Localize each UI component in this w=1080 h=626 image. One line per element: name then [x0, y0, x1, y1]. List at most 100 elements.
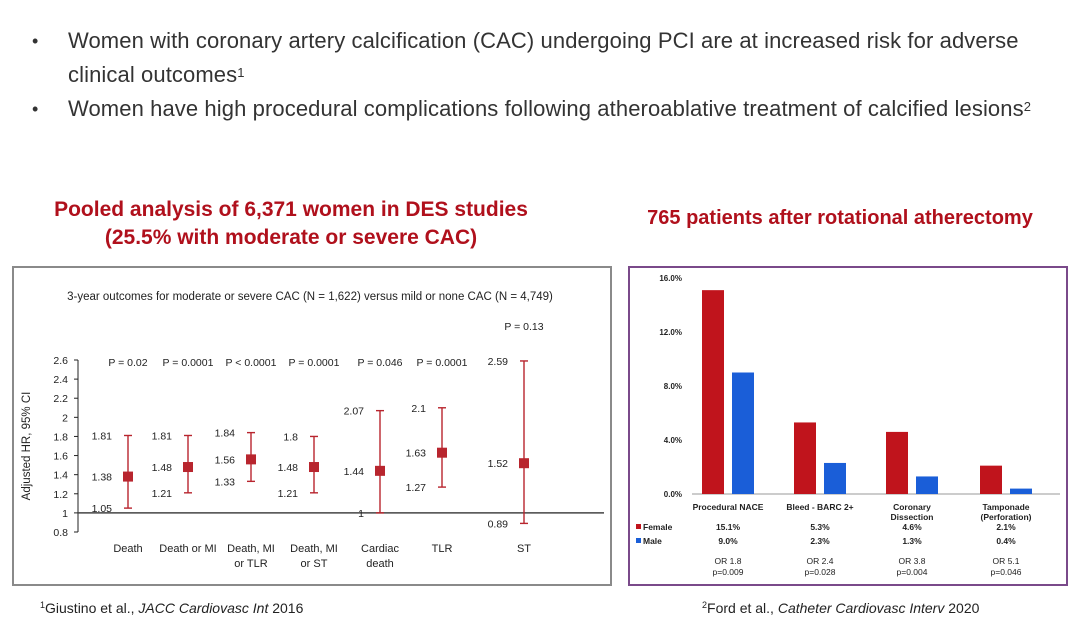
ci-lower-label: 1: [358, 508, 364, 520]
y-tick-label: 8.0%: [664, 382, 682, 391]
y-tick-label: 2: [62, 412, 68, 424]
bullet-text: Women have high procedural complications…: [68, 96, 1024, 121]
y-axis-label: Adjusted HR, 95% CI: [21, 392, 33, 501]
y-tick-label: 1.4: [53, 470, 68, 482]
footnote-sup: 1: [40, 600, 46, 610]
bullet-item: • Women have high procedural complicatio…: [28, 92, 1068, 126]
male-value-label: 1.3%: [902, 536, 922, 546]
hr-label: 1.48: [278, 462, 299, 474]
ci-upper-label: 1.81: [92, 430, 113, 442]
y-tick-label: 16.0%: [659, 274, 682, 283]
female-value-label: 2.1%: [996, 522, 1016, 532]
odds-ratio-label: OR 5.1: [993, 556, 1020, 566]
left-heading-line2: (25.5% with moderate or severe CAC): [104, 226, 478, 249]
bar-female: [886, 431, 908, 494]
ci-lower-label: 1.27: [406, 482, 427, 494]
x-category-label: Death: [113, 543, 142, 555]
footnote-journal: Catheter Cardiovasc Interv: [777, 600, 945, 616]
y-tick-label: 0.0%: [664, 490, 682, 499]
x-category-label: ST: [517, 543, 531, 555]
odds-ratio-p-label: p=0.009: [713, 567, 744, 577]
odds-ratio-label: OR 2.4: [807, 556, 834, 566]
hr-point: [437, 447, 447, 458]
legend-swatch-female: [636, 524, 641, 529]
y-tick-label: 2.6: [53, 355, 68, 367]
hr-point: [375, 465, 385, 476]
ci-lower-label: 1.21: [152, 488, 173, 500]
female-value-label: 15.1%: [716, 522, 741, 532]
bar-female: [794, 422, 816, 494]
x-category-label: Dissection: [891, 512, 934, 522]
legend-label-female: Female: [643, 522, 673, 532]
female-value-label: 5.3%: [810, 522, 830, 532]
y-tick-label: 1.2: [53, 489, 68, 501]
left-footnote: 1Giustino et al., JACC Cardiovasc Int 20…: [40, 600, 303, 616]
bullet-ref: 2: [1023, 99, 1032, 114]
odds-ratio-p-label: p=0.046: [991, 567, 1022, 577]
ci-lower-label: 0.89: [488, 518, 509, 530]
hr-point: [246, 454, 256, 465]
legend-swatch-male: [636, 538, 641, 543]
y-tick-label: 4.0%: [664, 436, 682, 445]
x-category-label: (Perforation): [981, 512, 1032, 522]
y-tick-label: 12.0%: [659, 328, 682, 337]
hr-point: [183, 462, 193, 473]
hazard-ratio-chart: 3-year outcomes for moderate or severe C…: [21, 291, 604, 570]
odds-ratio-p-label: p=0.028: [805, 567, 836, 577]
right-chart-heading: 765 patients after rotational atherectom…: [647, 207, 1033, 229]
left-chart-heading: Pooled analysis of 6,371 women in DES st…: [6, 196, 576, 252]
ci-upper-label: 1.84: [215, 428, 236, 440]
x-category-label: Procedural NACE: [693, 502, 764, 512]
x-category-label: Cardiac: [361, 543, 399, 555]
x-category-label: or TLR: [234, 558, 267, 570]
bullet-text: Women with coronary artery calcification…: [68, 28, 1019, 87]
ci-lower-label: 1.21: [278, 488, 299, 500]
footnote-authors: Ford et al.,: [707, 600, 778, 616]
hr-label: 1.44: [344, 466, 365, 478]
male-value-label: 2.3%: [810, 536, 830, 546]
complication-bar-chart: 0.0% 4.0% 8.0% 12.0% 16.0% Procedural NACE 15.…: [636, 274, 1060, 577]
male-value-label: 9.0%: [718, 536, 738, 546]
x-category-label: TLR: [432, 543, 453, 555]
bar-male: [732, 372, 754, 494]
right-footnote: 2Ford et al., Catheter Cardiovasc Interv…: [702, 600, 979, 616]
female-value-label: 4.6%: [902, 522, 922, 532]
footnote-sup: 2: [702, 600, 708, 610]
hr-label: 1.56: [215, 454, 236, 466]
bullet-dot: •: [32, 99, 39, 119]
hr-label: 1.52: [488, 458, 509, 470]
ci-lower-label: 1.05: [92, 503, 113, 515]
x-category-label: Tamponade: [982, 502, 1029, 512]
male-value-label: 0.4%: [996, 536, 1016, 546]
y-tick-label: 1.8: [53, 431, 68, 443]
bar-female: [702, 290, 724, 494]
ci-upper-label: 2.1: [411, 403, 426, 415]
p-value-label: P = 0.02: [108, 357, 147, 369]
y-tick-label: 1: [62, 508, 68, 520]
hr-point: [519, 458, 529, 469]
hr-label: 1.48: [152, 462, 173, 474]
left-heading-line1: Pooled analysis of 6,371 women in DES st…: [54, 198, 528, 221]
footnote-authors: Giustino et al.,: [45, 600, 139, 616]
hr-label: 1.38: [92, 472, 113, 484]
bar-male: [824, 462, 846, 494]
x-category-label: Death, MI: [227, 543, 275, 555]
y-tick-label: 2.4: [53, 374, 68, 386]
odds-ratio-label: OR 3.8: [899, 556, 926, 566]
hazard-ratio-chart-panel: 3-year outcomes for moderate or severe C…: [12, 266, 612, 586]
legend-label-male: Male: [643, 536, 662, 546]
ci-upper-label: 1.8: [283, 431, 298, 443]
p-value-label: P = 0.046: [357, 357, 402, 369]
footnote-year: 2020: [944, 600, 980, 616]
x-category-label: or ST: [301, 558, 328, 570]
hr-label: 1.63: [406, 448, 427, 460]
bar-male: [916, 476, 938, 494]
complication-bar-chart-panel: 0.0% 4.0% 8.0% 12.0% 16.0% Procedural NACE 15.…: [628, 266, 1068, 586]
odds-ratio-label: OR 1.8: [715, 556, 742, 566]
p-value-label: P < 0.0001: [226, 357, 277, 369]
ci-upper-label: 2.07: [344, 406, 365, 418]
x-category-label: death: [366, 558, 394, 570]
ci-lower-label: 1.33: [215, 476, 236, 488]
p-value-label: P = 0.0001: [417, 357, 468, 369]
p-value-label: P = 0.0001: [289, 357, 340, 369]
